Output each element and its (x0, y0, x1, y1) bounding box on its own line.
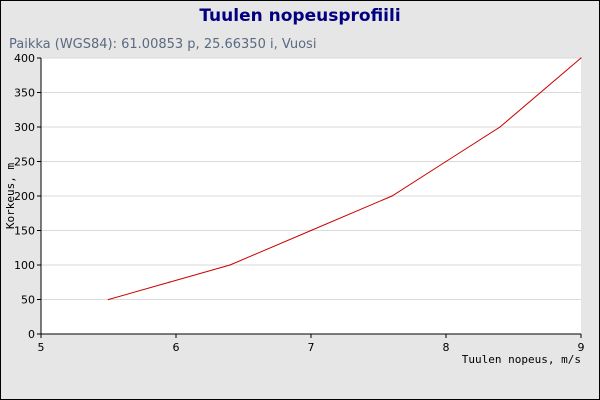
grid-lines (41, 57, 581, 300)
y-tick-label: 100 (14, 259, 35, 272)
y-tick-label: 50 (21, 294, 35, 307)
data-point (168, 281, 170, 283)
data-point (229, 264, 231, 266)
data-point (580, 57, 582, 59)
y-axis-label: Korkeus, m (4, 163, 17, 230)
chart-subtitle: Paikka (WGS84): 61.00853 p, 25.66350 i, … (9, 37, 317, 52)
x-tick-label: 8 (443, 341, 450, 354)
x-tick-label: 9 (578, 341, 585, 354)
x-tick-label: 5 (38, 341, 45, 354)
data-point (107, 298, 110, 301)
series-line (108, 57, 582, 300)
y-tick-label: 250 (14, 156, 35, 169)
data-point (499, 126, 501, 128)
tick-labels: 0 50 100 150 200 250 300 350 400 5 6 7 8 9 (14, 52, 585, 354)
x-axis-label: Tuulen nopeus, m/s (462, 353, 581, 366)
x-tick-label: 7 (308, 341, 315, 354)
y-tick-label: 150 (14, 225, 35, 238)
y-tick-label: 350 (14, 87, 35, 100)
data-point (391, 195, 393, 197)
data-point (445, 160, 447, 163)
y-tick-label: 300 (14, 121, 35, 134)
chart-title: Tuulen nopeusprofiili (199, 6, 401, 26)
axes (37, 57, 582, 338)
y-tick-label: 400 (14, 52, 35, 65)
y-tick-label: 200 (14, 190, 35, 203)
x-tick-label: 6 (173, 341, 180, 354)
data-point (310, 229, 312, 232)
y-tick-label: 0 (28, 328, 35, 341)
series-group (107, 57, 582, 301)
